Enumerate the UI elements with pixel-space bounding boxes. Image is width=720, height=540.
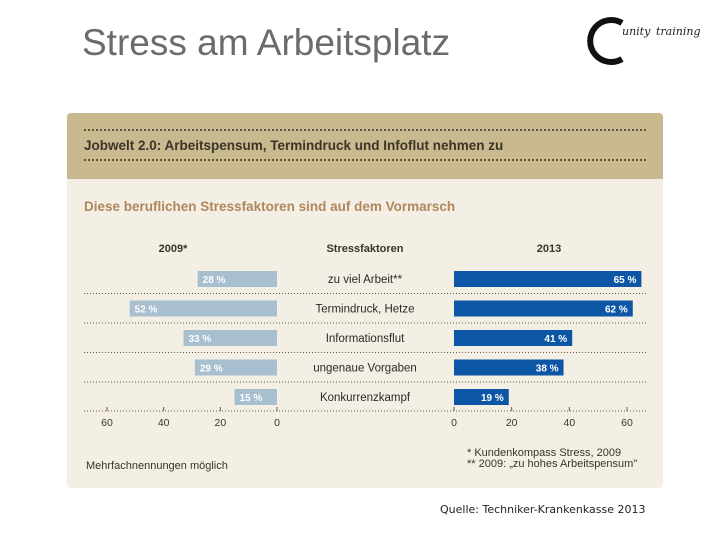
category-label: Termindruck, Hetze — [315, 304, 414, 316]
bar-2009 — [194, 359, 277, 376]
bar-2013-label: 38 % — [536, 364, 559, 375]
left-axis-tick-label: 20 — [214, 417, 226, 429]
bar-2009-label: 33 % — [189, 334, 212, 345]
left-axis-tick-label: 40 — [158, 417, 170, 429]
bar-2013 — [454, 271, 642, 287]
panel-header-title: Jobwelt 2.0: Arbeitspensum, Termindruck … — [84, 138, 504, 153]
unity-training-logo: unity training — [586, 12, 716, 70]
footnote-multiple: Mehrfachnennungen möglich — [86, 460, 228, 472]
right-axis-tick-label: 60 — [621, 417, 633, 429]
bar-2009-label: 15 % — [240, 393, 263, 404]
bar-2009-label: 29 % — [200, 364, 223, 375]
bar-2009 — [197, 271, 277, 287]
c-ring-logo-icon — [587, 17, 624, 65]
bar-2009-label: 52 % — [135, 305, 158, 316]
legend-2009: 2009* — [159, 243, 188, 255]
bar-2013-label: 62 % — [605, 305, 628, 316]
logo-word-left: unity — [622, 25, 651, 38]
bar-2009-label: 28 % — [203, 275, 226, 286]
left-axis-tick-label: 60 — [101, 417, 113, 429]
bar-2013-label: 19 % — [481, 393, 504, 404]
bar-2013 — [454, 330, 573, 346]
category-label: Informationsflut — [326, 333, 405, 345]
category-header: Stressfaktoren — [326, 243, 403, 255]
bar-2013 — [454, 359, 564, 376]
bar-2009 — [234, 389, 277, 405]
category-label: Konkurrenzkampf — [320, 392, 411, 404]
footnote-workload: ** 2009: „zu hohes Arbeitspensum" — [467, 458, 637, 470]
left-axis-tick-label: 0 — [274, 417, 280, 429]
panel-header: Jobwelt 2.0: Arbeitspensum, Termindruck … — [67, 113, 663, 179]
header-divider-top — [84, 129, 646, 131]
bar-2009 — [129, 300, 277, 317]
chart-panel: Jobwelt 2.0: Arbeitspensum, Termindruck … — [67, 113, 663, 488]
bar-2013-label: 41 % — [544, 334, 567, 345]
logo-word-right: training — [656, 25, 701, 38]
right-axis-tick-label: 20 — [506, 417, 518, 429]
bar-2013 — [454, 389, 509, 405]
category-label: ungenaue Vorgaben — [313, 363, 417, 375]
bar-2009 — [183, 330, 277, 346]
slide-title: Stress am Arbeitsplatz — [82, 22, 451, 63]
source-caption: Quelle: Techniker-Krankenkasse 2013 — [440, 503, 646, 516]
right-axis-tick-label: 0 — [451, 417, 457, 429]
legend-2013: 2013 — [537, 243, 561, 255]
right-axis-tick-label: 40 — [563, 417, 575, 429]
footnote-source-2009: * Kundenkompass Stress, 2009 — [467, 447, 621, 459]
category-label: zu viel Arbeit** — [328, 274, 403, 286]
chart-subtitle: Diese beruflichen Stressfaktoren sind au… — [84, 199, 456, 214]
butterfly-bar-chart: 2009* Stressfaktoren 2013 28 % 65 % zu vie… — [84, 243, 646, 472]
bar-2013 — [454, 300, 633, 317]
bar-2013-label: 65 % — [614, 275, 637, 286]
header-divider-bottom — [84, 159, 646, 161]
